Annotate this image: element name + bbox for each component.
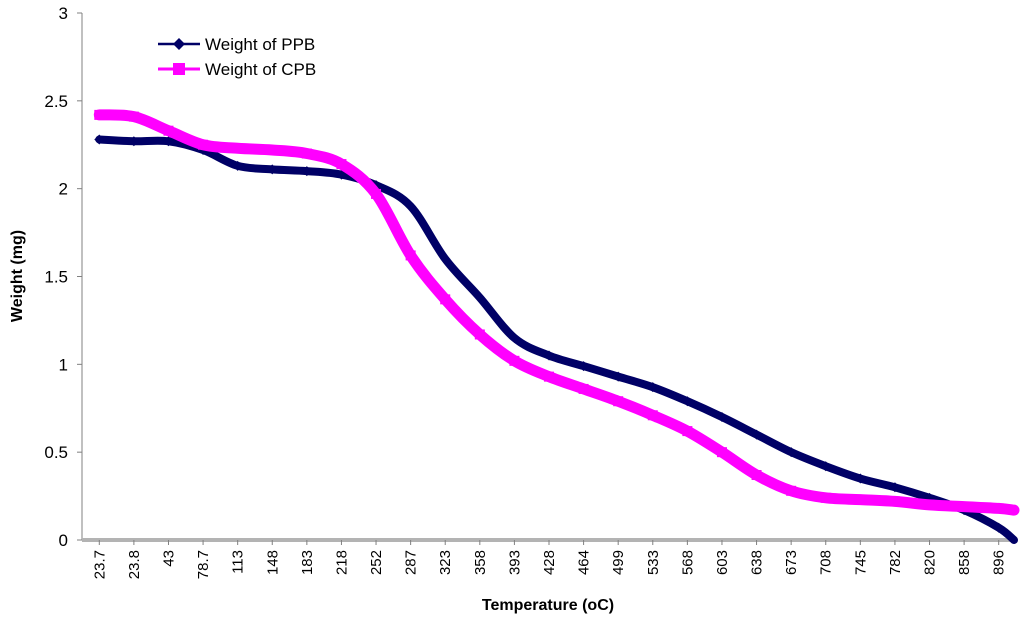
x-tick-label: 745 — [852, 550, 869, 575]
x-tick-label: 533 — [645, 550, 662, 575]
data-point — [336, 159, 347, 170]
legend-marker-square — [173, 63, 185, 75]
data-point — [889, 482, 900, 493]
data-point — [993, 503, 1004, 514]
x-tick-label: 464 — [576, 550, 593, 575]
data-point — [751, 470, 762, 481]
y-tick-label: 2 — [59, 180, 68, 199]
data-point — [855, 473, 866, 484]
data-point — [474, 292, 485, 303]
y-tick-label: 0.5 — [44, 443, 68, 462]
data-point — [371, 188, 382, 199]
data-point — [993, 522, 1004, 533]
data-point — [440, 253, 451, 264]
legend-label: Weight of CPB — [205, 60, 316, 79]
data-point — [820, 461, 831, 472]
legend-marker-diamond — [173, 38, 185, 50]
data-point — [716, 412, 727, 423]
data-point — [267, 164, 278, 175]
data-point — [751, 429, 762, 440]
series-line-cpb — [93, 109, 1020, 516]
y-axis: 0 0.5 1 1.5 2 2.5 3 — [44, 4, 83, 550]
data-point — [889, 496, 900, 507]
x-tick-label: 252 — [368, 550, 385, 575]
x-tick-label: 358 — [472, 550, 489, 575]
data-point — [405, 250, 416, 261]
x-tick-label: 393 — [506, 550, 523, 575]
series-line-ppb — [95, 135, 1018, 544]
y-tick-label: 2.5 — [44, 92, 68, 111]
legend-label: Weight of PPB — [205, 35, 315, 54]
x-axis: 23.7 23.8 43 78.7 113 148 183 218 252 287 323 358 39… — [82, 538, 1016, 579]
x-tick-label: 820 — [922, 550, 939, 575]
data-point — [198, 139, 209, 150]
x-tick-label: 323 — [437, 550, 454, 575]
x-tick-label: 782 — [887, 550, 904, 575]
x-tick-label: 499 — [610, 550, 627, 575]
x-tick-label: 23.7 — [91, 550, 108, 579]
data-point — [544, 350, 554, 361]
data-point — [855, 494, 866, 505]
data-point — [440, 294, 451, 305]
data-point — [163, 125, 174, 136]
data-point — [647, 382, 658, 393]
data-point — [613, 396, 624, 407]
data-point — [232, 160, 243, 171]
x-tick-label: 673 — [783, 550, 800, 575]
data-point — [716, 447, 727, 458]
x-tick-label: 183 — [299, 550, 316, 575]
x-tick-label: 603 — [714, 550, 731, 575]
data-point — [820, 492, 831, 503]
data-point — [509, 355, 520, 366]
data-point — [232, 143, 243, 154]
data-point — [578, 383, 589, 394]
data-point — [128, 136, 139, 147]
data-point — [474, 329, 485, 340]
x-tick-label: 708 — [818, 550, 835, 575]
data-point — [578, 361, 589, 372]
x-tick-label: 568 — [679, 550, 696, 575]
x-tick-label: 218 — [333, 550, 350, 575]
x-axis-title: Temperature (oC) — [482, 597, 614, 614]
data-point — [94, 134, 105, 145]
data-point — [509, 332, 520, 343]
data-point — [128, 111, 139, 122]
data-point — [163, 136, 174, 147]
data-point — [682, 426, 693, 437]
x-tick-label: 858 — [956, 550, 973, 575]
x-tick-label: 896 — [991, 550, 1008, 575]
data-point — [613, 371, 624, 382]
data-point — [267, 145, 278, 156]
x-tick-label: 23.8 — [126, 550, 143, 579]
legend: Weight of PPB Weight of CPB — [158, 35, 316, 79]
series-layer — [93, 109, 1020, 544]
y-tick-label: 1.5 — [44, 268, 68, 287]
data-point — [786, 485, 797, 496]
data-point — [94, 109, 105, 120]
x-tick-label: 113 — [230, 550, 247, 574]
y-axis-title: Weight (mg) — [9, 230, 26, 322]
x-tick-label: 638 — [749, 550, 766, 575]
data-point — [405, 201, 416, 212]
data-point — [924, 499, 935, 510]
data-point — [301, 166, 312, 177]
y-tick-label: 3 — [59, 4, 68, 23]
x-tick-label: 78.7 — [195, 550, 212, 579]
y-tick-label: 0 — [59, 531, 68, 550]
y-tick-label: 1 — [59, 355, 68, 374]
x-tick-label: 43 — [160, 550, 177, 567]
data-point — [544, 371, 554, 382]
x-tick-label: 428 — [541, 550, 558, 575]
data-point — [301, 148, 312, 159]
data-point — [959, 501, 970, 512]
data-point — [647, 410, 658, 421]
x-tick-label: 287 — [403, 550, 420, 575]
data-point — [336, 169, 347, 180]
x-tick-label: 148 — [264, 550, 281, 575]
data-point — [682, 396, 693, 407]
data-point — [786, 447, 797, 458]
